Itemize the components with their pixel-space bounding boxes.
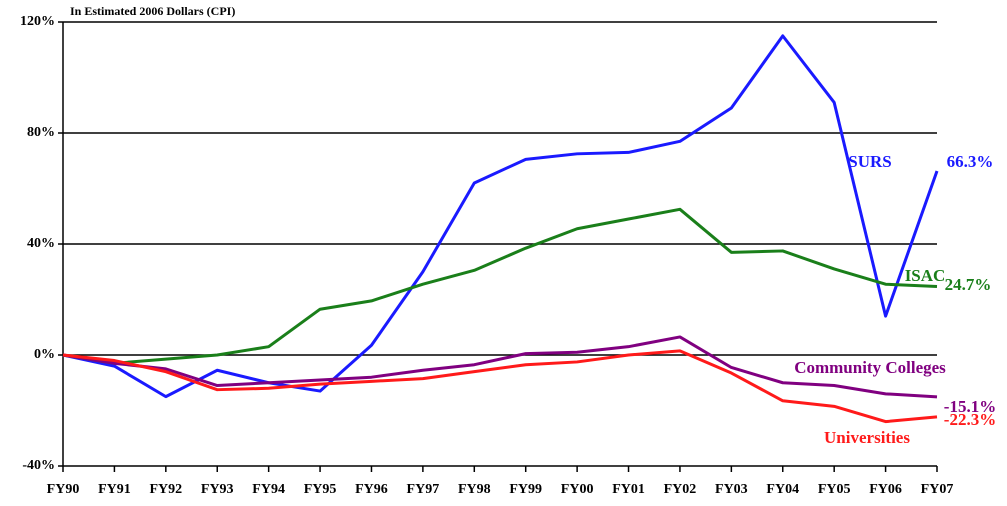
x-tick-label: FY92 <box>149 482 182 497</box>
chart-subtitle: In Estimated 2006 Dollars (CPI) <box>70 4 235 18</box>
value-label: 24.7% <box>945 275 992 294</box>
x-tick-label: FY01 <box>612 482 645 497</box>
series-line <box>62 335 938 399</box>
x-tick-label: FY00 <box>561 482 594 497</box>
x-tick-label: FY02 <box>664 482 697 497</box>
x-tick-label: FY90 <box>47 482 80 497</box>
value-label: -22.3% <box>944 410 996 429</box>
series-line <box>62 349 938 424</box>
y-tick-label: 120% <box>20 14 55 29</box>
x-tick-label: FY94 <box>252 482 285 497</box>
x-tick-label: FY96 <box>355 482 388 497</box>
x-tick-label: FY04 <box>766 482 799 497</box>
series-label: ISAC <box>905 266 946 285</box>
x-tick-label: FY95 <box>304 482 337 497</box>
series-line <box>62 207 938 365</box>
value-label: -15.1% <box>944 397 996 416</box>
x-tick-label: FY99 <box>509 482 542 497</box>
value-label: 66.3% <box>947 152 994 171</box>
x-tick-label: FY06 <box>869 482 902 497</box>
x-tick-label: FY91 <box>98 482 131 497</box>
series-label: Community Colleges <box>794 358 946 377</box>
y-tick-label: 80% <box>27 125 55 140</box>
y-tick-label: -40% <box>22 458 55 473</box>
x-tick-label: FY93 <box>201 482 234 497</box>
x-tick-label: FY07 <box>921 482 954 497</box>
x-tick-label: FY05 <box>818 482 851 497</box>
series-label: Universities <box>824 428 910 447</box>
x-tick-label: FY97 <box>407 482 440 497</box>
series-label: SURS <box>848 152 891 171</box>
y-tick-label: 0% <box>34 347 55 362</box>
x-tick-label: FY98 <box>458 482 491 497</box>
series-line <box>62 34 939 399</box>
x-tick-label: FY03 <box>715 482 748 497</box>
y-tick-label: 40% <box>27 236 55 251</box>
